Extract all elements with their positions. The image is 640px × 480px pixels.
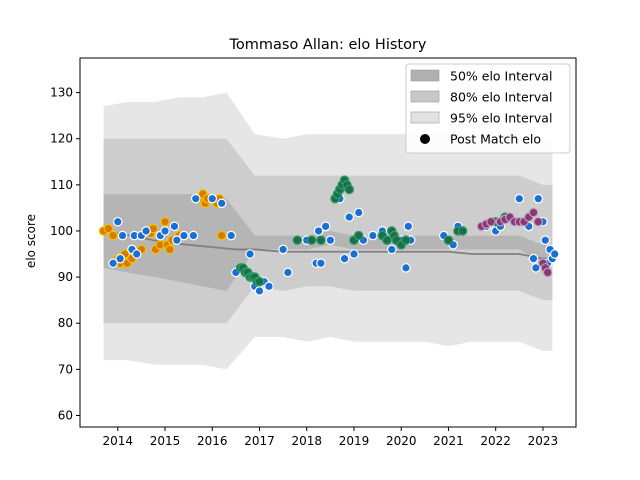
x-tick-label: 2017 [244, 434, 275, 448]
post-match-points [98, 175, 560, 296]
y-tick-label: 90 [58, 270, 73, 284]
data-point-blue [401, 263, 411, 273]
data-point-blue [514, 193, 525, 204]
data-point-orange [160, 216, 170, 227]
legend-box [405, 63, 571, 154]
data-point-green [443, 235, 454, 245]
data-point-blue [216, 198, 227, 209]
x-tick-label: 2023 [528, 434, 559, 448]
x-tick-label: 2020 [386, 434, 417, 448]
chart-title: Tommaso Allan: elo History [229, 37, 427, 53]
y-tick-label: 130 [50, 86, 73, 100]
data-point-blue [349, 249, 359, 259]
legend-label: Post Match elo [450, 132, 541, 147]
x-axis-ticks: 2014 2015 2016 2017 2018 2019 2020 2021 2022 2023 [103, 427, 559, 448]
data-point-green [254, 276, 265, 287]
data-point-blue [316, 258, 326, 269]
legend-swatch [410, 90, 440, 103]
y-axis-ticks: 60 70 80 90 100 110 120 130 [50, 86, 80, 422]
data-point-blue [264, 281, 274, 292]
x-tick-label: 2021 [433, 434, 464, 448]
data-point-blue [131, 249, 142, 259]
data-point-blue [386, 244, 397, 255]
data-point-blue [533, 193, 544, 204]
legend-swatch [410, 111, 440, 124]
data-point-green [401, 235, 411, 245]
data-point-blue [353, 207, 364, 218]
data-point-green [292, 235, 303, 245]
y-tick-label: 100 [50, 224, 73, 238]
x-tick-label: 2014 [103, 434, 134, 448]
data-point-blue [172, 235, 182, 245]
data-point-blue [115, 253, 125, 264]
legend-marker [420, 134, 430, 144]
data-point-purple [528, 207, 539, 218]
data-point-green [457, 226, 468, 236]
y-tick-label: 80 [58, 316, 73, 330]
data-point-blue [117, 230, 128, 241]
data-point-blue [531, 263, 541, 273]
data-point-green [316, 235, 326, 245]
x-tick-label: 2022 [480, 434, 511, 448]
data-point-orange [108, 230, 118, 241]
data-point-blue [528, 253, 539, 264]
data-point-blue [540, 235, 551, 245]
y-tick-label: 110 [50, 178, 73, 192]
data-point-blue [188, 230, 199, 241]
data-point-blue [549, 249, 560, 259]
x-tick-label: 2018 [291, 434, 322, 448]
data-point-green [353, 230, 364, 241]
y-tick-label: 70 [58, 362, 73, 376]
data-point-blue [190, 193, 201, 204]
legend: 50% elo Interval 80% elo Interval 95% elo … [405, 63, 571, 154]
data-point-blue [254, 286, 265, 296]
data-point-blue [141, 226, 151, 236]
data-point-blue [245, 249, 255, 259]
data-point-purple [533, 216, 544, 227]
data-point-blue [160, 226, 170, 236]
data-point-blue [403, 221, 414, 232]
data-point-orange [164, 244, 175, 255]
data-point-blue [339, 253, 350, 264]
data-point-blue [226, 230, 236, 241]
legend-swatch [410, 69, 440, 82]
data-point-orange [103, 223, 114, 234]
y-tick-label: 120 [50, 132, 73, 146]
data-point-blue [278, 244, 288, 255]
legend-label: 50% elo Interval [450, 69, 552, 84]
data-point-blue [320, 221, 331, 232]
data-point-green [382, 235, 392, 245]
legend-label: 95% elo Interval [450, 111, 552, 126]
interval-bands [103, 92, 553, 370]
data-point-orange [216, 230, 227, 241]
data-point-blue [283, 267, 293, 278]
data-point-purple [486, 216, 496, 227]
data-point-blue [325, 235, 336, 245]
data-point-green [344, 184, 355, 195]
data-point-blue [179, 230, 189, 241]
data-point-blue [313, 226, 324, 236]
data-point-blue [108, 258, 118, 269]
x-tick-label: 2015 [150, 434, 181, 448]
y-tick-label: 60 [58, 408, 73, 422]
plot-frame [79, 57, 577, 428]
data-point-purple [542, 267, 553, 278]
data-point-blue [207, 193, 218, 204]
data-point-blue [112, 216, 123, 227]
legend-label: 80% elo Interval [450, 90, 552, 105]
data-point-green [306, 235, 317, 245]
y-axis-label: elo score [24, 214, 38, 268]
data-point-blue [169, 221, 180, 232]
data-point-blue [368, 230, 378, 241]
data-point-blue [344, 212, 355, 222]
x-tick-label: 2019 [339, 434, 370, 448]
x-tick-label: 2016 [197, 434, 228, 448]
